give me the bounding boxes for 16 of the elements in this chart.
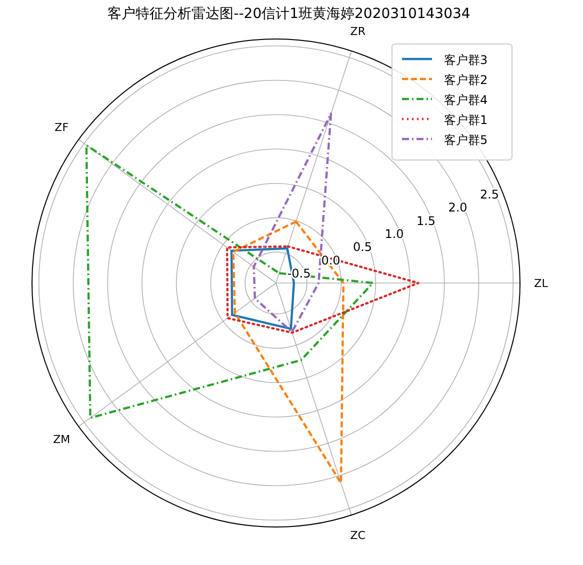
legend-label: 客户群1 — [444, 113, 488, 127]
spoke-label: ZL — [534, 277, 549, 290]
y-tick-label: 0.5 — [352, 240, 372, 254]
chart-title: 客户特征分析雷达图--20信计1班黄海婷2020310143034 — [108, 6, 470, 22]
y-tick-label: 2.0 — [448, 200, 468, 215]
y-tick-label: 2.5 — [480, 188, 500, 202]
spoke-label: ZC — [350, 529, 366, 542]
legend-label: 客户群4 — [444, 93, 488, 107]
y-tick-label: 1.0 — [384, 227, 404, 242]
spoke-label: ZM — [53, 432, 70, 446]
legend-label: 客户群5 — [444, 133, 488, 147]
spoke-label: ZF — [54, 121, 69, 134]
legend-label: 客户群3 — [444, 53, 488, 67]
y-tick-label: 1.5 — [416, 214, 436, 228]
legend-label: 客户群2 — [444, 73, 488, 87]
spoke-label: ZR — [350, 24, 366, 38]
